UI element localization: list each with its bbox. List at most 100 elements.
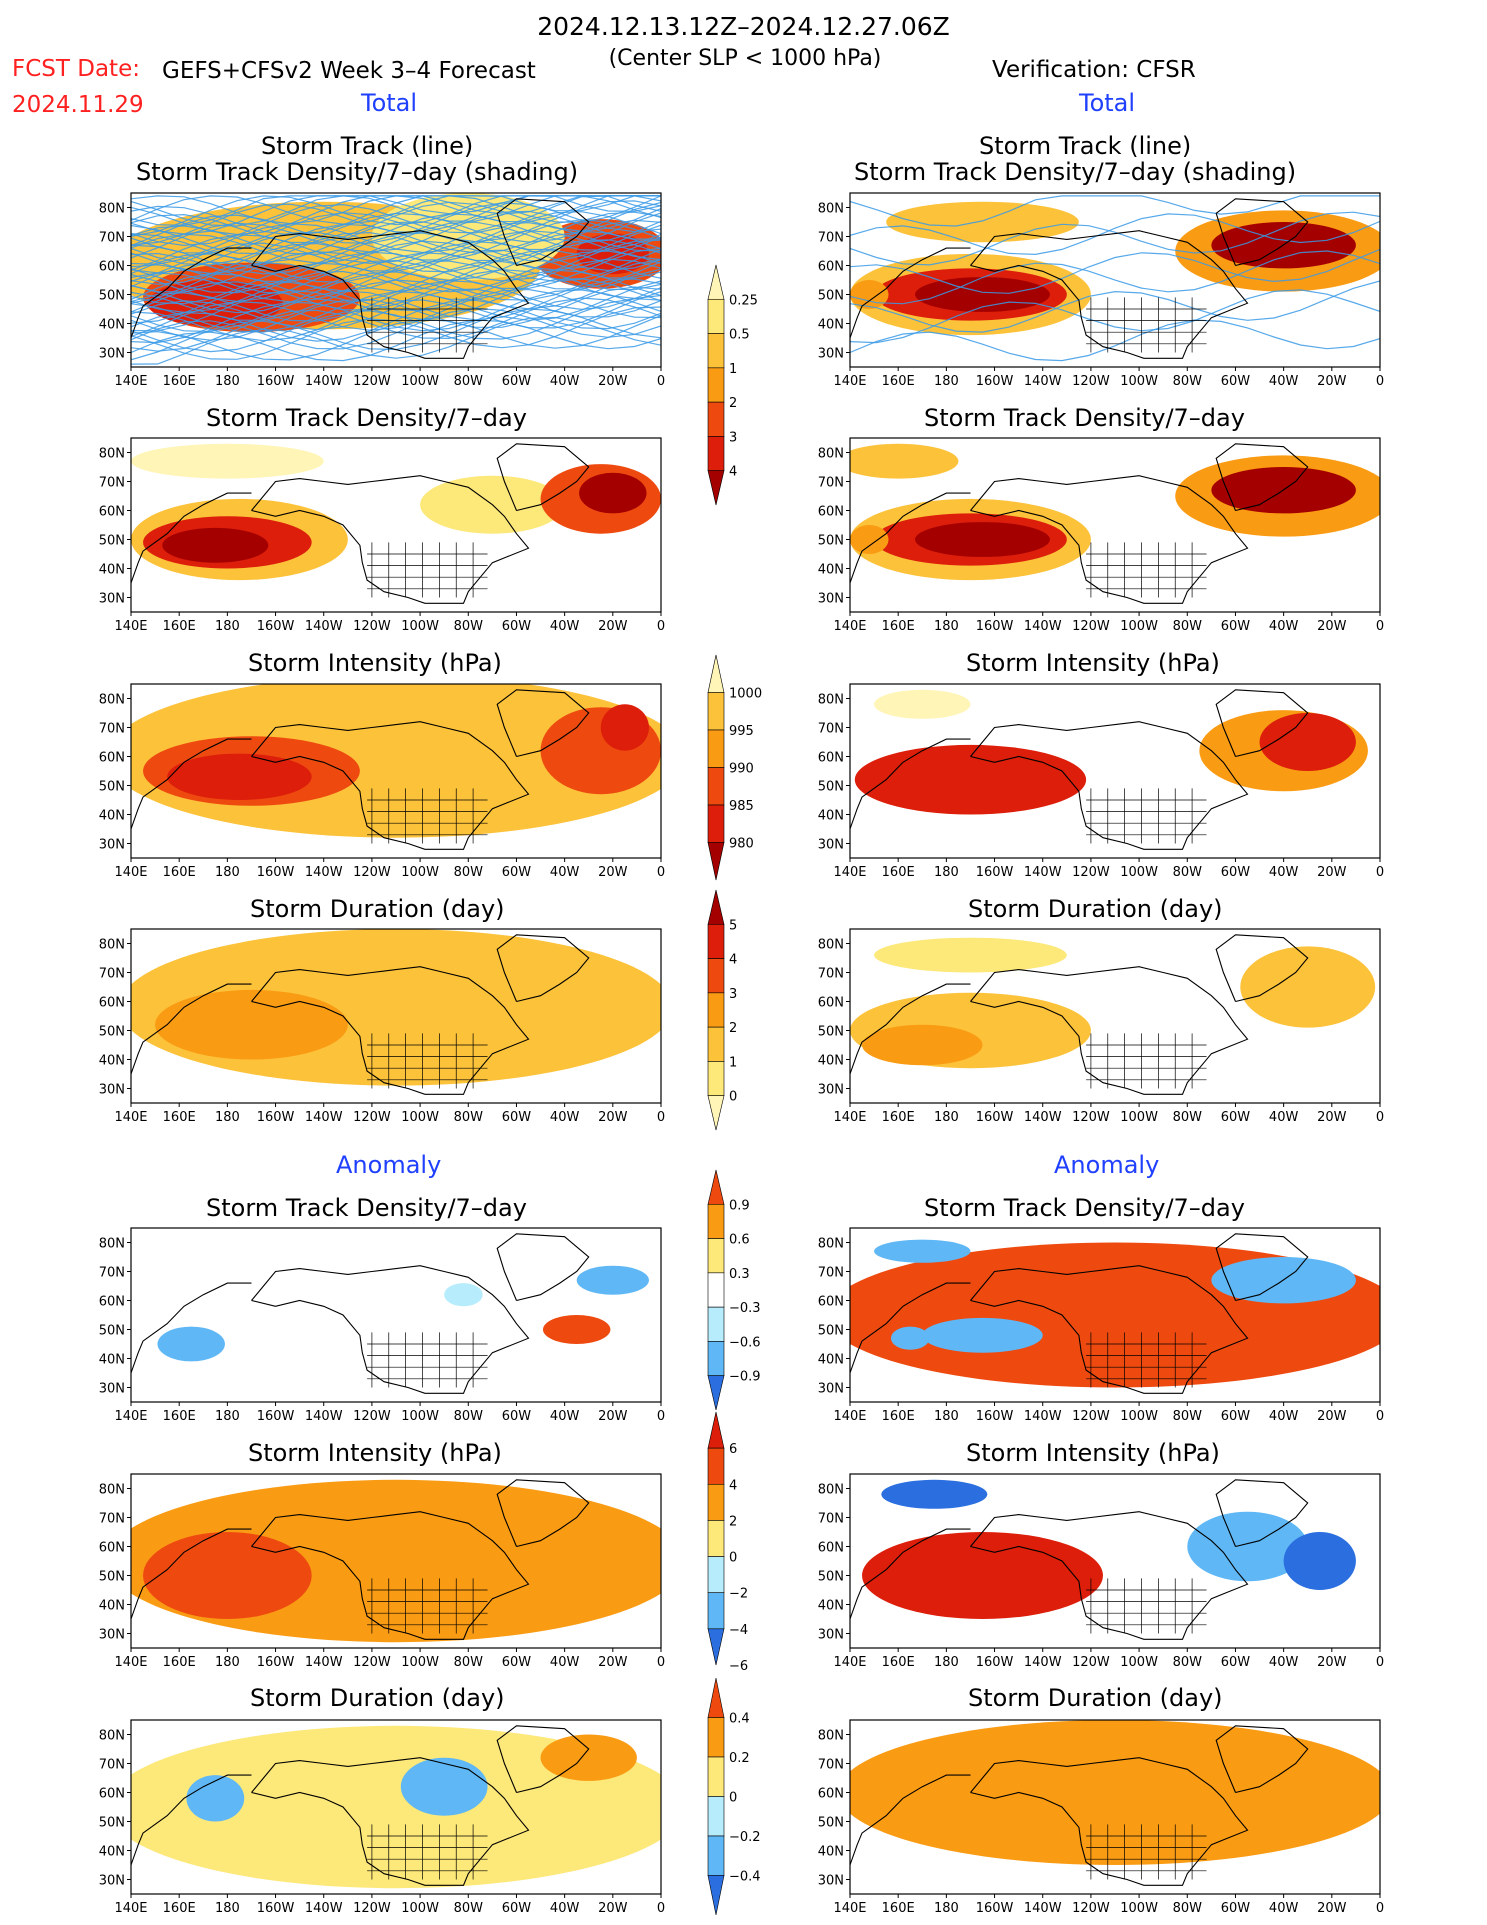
coastline: [970, 230, 1249, 359]
map-field: [850, 934, 1376, 1095]
y-tick-label: 50N: [99, 1324, 125, 1339]
coastline: [1215, 198, 1309, 267]
colorbar-swatch: [707, 1796, 725, 1837]
section-anomaly-left: Anomaly: [336, 1151, 442, 1179]
storm-track-line: [850, 211, 1380, 266]
x-tick-label: 120W: [353, 374, 391, 389]
storm-track-line: [850, 289, 1380, 344]
storm-track-line: [131, 277, 661, 332]
x-tick-label: 60W: [1221, 865, 1251, 880]
colorbar-label: −4: [729, 1623, 748, 1638]
x-tick-label: 60W: [502, 1110, 532, 1125]
coastline: [850, 1528, 971, 1620]
x-tick-label: 20W: [598, 1901, 628, 1916]
colorbar-storm_duration_anomaly: 0.4 0.2 0 −0.2 −0.4: [707, 1677, 761, 1916]
storm-track-line: [131, 236, 661, 283]
colorbar-swatch: [707, 958, 725, 994]
storm-track-line: [131, 210, 661, 259]
x-tick-label: 160E: [163, 374, 196, 389]
x-tick-label: 0: [1376, 619, 1384, 634]
x-tick-label: 140E: [114, 1409, 147, 1424]
x-tick-label: 60W: [1221, 619, 1251, 634]
y-tick-label: 40N: [99, 809, 125, 824]
panel-title: Storm Track Density/7–day: [206, 1194, 527, 1222]
shaded-region: [886, 201, 1079, 243]
y-tick-label: 70N: [99, 476, 125, 491]
x-tick-label: 140E: [114, 1110, 147, 1125]
coastline: [496, 1725, 590, 1794]
y-tick-label: 70N: [99, 1266, 125, 1281]
x-tick-label: 180: [215, 619, 240, 634]
x-tick-label: 160E: [882, 1655, 915, 1670]
x-tick-label: 120W: [353, 1901, 391, 1916]
x-tick-label: 140E: [114, 374, 147, 389]
x-tick-label: 20W: [1317, 374, 1347, 389]
colorbar-label: 6: [729, 1442, 737, 1457]
x-tick-label: 160W: [257, 1409, 295, 1424]
colorbar-label: 1: [729, 362, 737, 377]
x-tick-label: 100W: [1120, 865, 1158, 880]
panel-title: Storm Track Density/7–day (shading): [136, 158, 579, 186]
map-frame: [130, 192, 662, 368]
x-tick-label: 180: [934, 1655, 959, 1670]
x-tick-label: 180: [215, 1110, 240, 1125]
y-tick-label: 40N: [818, 1599, 844, 1614]
shaded-region: [890, 1326, 930, 1350]
y-tick-label: 80N: [818, 1237, 844, 1252]
shaded-region: [167, 753, 312, 800]
y-tick-label: 70N: [818, 967, 844, 982]
x-tick-label: 20W: [1317, 1655, 1347, 1670]
x-tick-label: 140E: [833, 374, 866, 389]
x-tick-label: 60W: [502, 865, 532, 880]
storm-track-line: [131, 195, 661, 225]
y-tick-label: 50N: [818, 289, 844, 304]
panel-title: Storm Track (line): [979, 132, 1192, 160]
storm-track-line: [131, 195, 661, 247]
coastline: [251, 966, 530, 1095]
x-tick-label: 160W: [257, 1655, 295, 1670]
coastline: [251, 230, 530, 359]
y-tick-label: 30N: [99, 1083, 125, 1098]
x-tick-label: 180: [215, 374, 240, 389]
x-tick-label: 140E: [833, 1409, 866, 1424]
x-tick-label: 180: [934, 1110, 959, 1125]
x-tick-label: 160W: [976, 374, 1014, 389]
coastline: [251, 1757, 530, 1886]
x-tick-label: 160W: [257, 374, 295, 389]
y-tick-label: 30N: [818, 1874, 844, 1889]
x-tick-label: 40W: [1269, 374, 1299, 389]
x-tick-label: 60W: [502, 1409, 532, 1424]
x-tick-label: 80W: [1173, 1110, 1203, 1125]
colorbar-swatch: [707, 767, 725, 806]
shaded-region: [854, 744, 1087, 815]
colorbar-swatch: [707, 692, 725, 731]
map-panel-obs-track: 140E 160E 180 160W 140W 120W 100W 80W 60W 40W 20W 0…: [818, 192, 1384, 389]
storm-track-line: [131, 200, 661, 254]
x-tick-label: 100W: [1120, 1409, 1158, 1424]
y-tick-label: 50N: [818, 780, 844, 795]
x-tick-label: 120W: [353, 1409, 391, 1424]
x-tick-label: 140W: [1024, 1901, 1062, 1916]
x-tick-label: 100W: [1120, 619, 1158, 634]
panel-title: Storm Track Density/7–day: [206, 404, 527, 432]
y-tick-label: 50N: [99, 534, 125, 549]
y-tick-label: 30N: [818, 1382, 844, 1397]
x-tick-label: 100W: [1120, 1110, 1158, 1125]
coastline: [251, 1511, 530, 1640]
map-panel-obs-duration: 140E 160E 180 160W 140W 120W 100W 80W 60W 40W 20W 0…: [818, 928, 1384, 1125]
colorbar-cap: [707, 1169, 725, 1205]
storm-track-line: [131, 195, 661, 235]
y-tick-label: 40N: [99, 1353, 125, 1368]
coastline: [251, 721, 530, 850]
x-tick-label: 80W: [1173, 1409, 1203, 1424]
colorbar-label: −0.3: [729, 1301, 761, 1316]
x-tick-label: 60W: [1221, 1409, 1251, 1424]
x-tick-label: 160W: [976, 619, 1014, 634]
x-tick-label: 160E: [163, 1901, 196, 1916]
colorbar-swatch: [707, 1238, 725, 1274]
storm-track-line: [850, 195, 1380, 227]
shaded-region: [131, 443, 324, 479]
x-tick-label: 180: [934, 619, 959, 634]
y-tick-label: 50N: [99, 1570, 125, 1585]
panel-title: Storm Duration (day): [250, 1684, 505, 1712]
